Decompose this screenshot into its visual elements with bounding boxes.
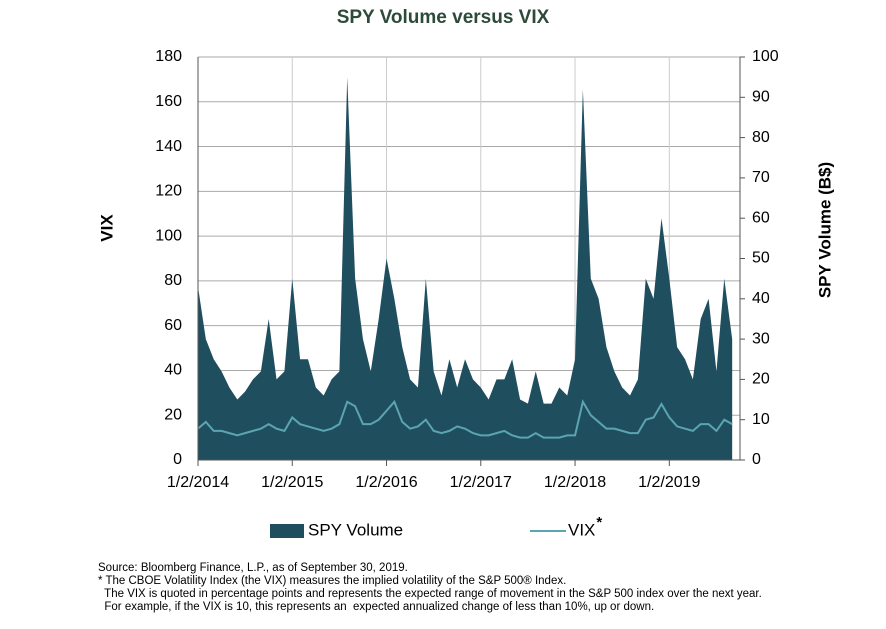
y2-axis-label: SPY Volume (B$) — [815, 162, 834, 298]
y-tick-label: 160 — [155, 93, 182, 110]
y2-tick-label: 0 — [752, 451, 761, 468]
y-tick-label: 60 — [164, 317, 182, 334]
y-tick-label: 100 — [155, 227, 182, 244]
x-tick-label: 1/2/2014 — [167, 474, 229, 491]
y-axis-label: VIX — [97, 214, 116, 242]
y2-tick-label: 100 — [752, 48, 779, 65]
footnote: Source: Bloomberg Finance, L.P., as of S… — [98, 562, 408, 574]
y2-tick-label: 80 — [752, 129, 770, 146]
y-tick-label: 20 — [164, 406, 182, 423]
y2-tick-label: 10 — [752, 411, 770, 428]
y-tick-label: 80 — [164, 272, 182, 289]
legend-label: VIX — [568, 520, 595, 539]
chart-title: SPY Volume versus VIX — [337, 7, 550, 28]
footnote: The VIX is quoted in percentage points a… — [98, 588, 762, 600]
y2-tick-label: 60 — [752, 209, 770, 226]
y2-tick-label: 40 — [752, 290, 770, 307]
y2-tick-label: 90 — [752, 89, 770, 106]
legend-swatch — [270, 524, 304, 538]
legend-label: SPY Volume — [308, 520, 403, 539]
y2-tick-label: 50 — [752, 250, 770, 267]
y-tick-label: 140 — [155, 138, 182, 155]
x-tick-label: 1/2/2018 — [544, 474, 606, 491]
volume-area — [198, 77, 733, 461]
x-tick-label: 1/2/2015 — [261, 474, 323, 491]
vix-line — [197, 399, 733, 439]
footnote: For example, if the VIX is 10, this repr… — [98, 601, 654, 613]
y2-tick-label: 30 — [752, 330, 770, 347]
x-tick-label: 1/2/2019 — [638, 474, 700, 491]
y-tick-label: 40 — [164, 362, 182, 379]
y-tick-label: 0 — [173, 451, 182, 468]
y-tick-label: 120 — [155, 183, 182, 200]
legend-note: * — [596, 514, 602, 531]
x-tick-label: 1/2/2017 — [450, 474, 512, 491]
y2-tick-label: 70 — [752, 169, 770, 186]
x-tick-label: 1/2/2016 — [355, 474, 417, 491]
y2-tick-label: 20 — [752, 371, 770, 388]
y-tick-label: 180 — [155, 48, 182, 65]
footnote: * The CBOE Volatility Index (the VIX) me… — [98, 575, 566, 587]
